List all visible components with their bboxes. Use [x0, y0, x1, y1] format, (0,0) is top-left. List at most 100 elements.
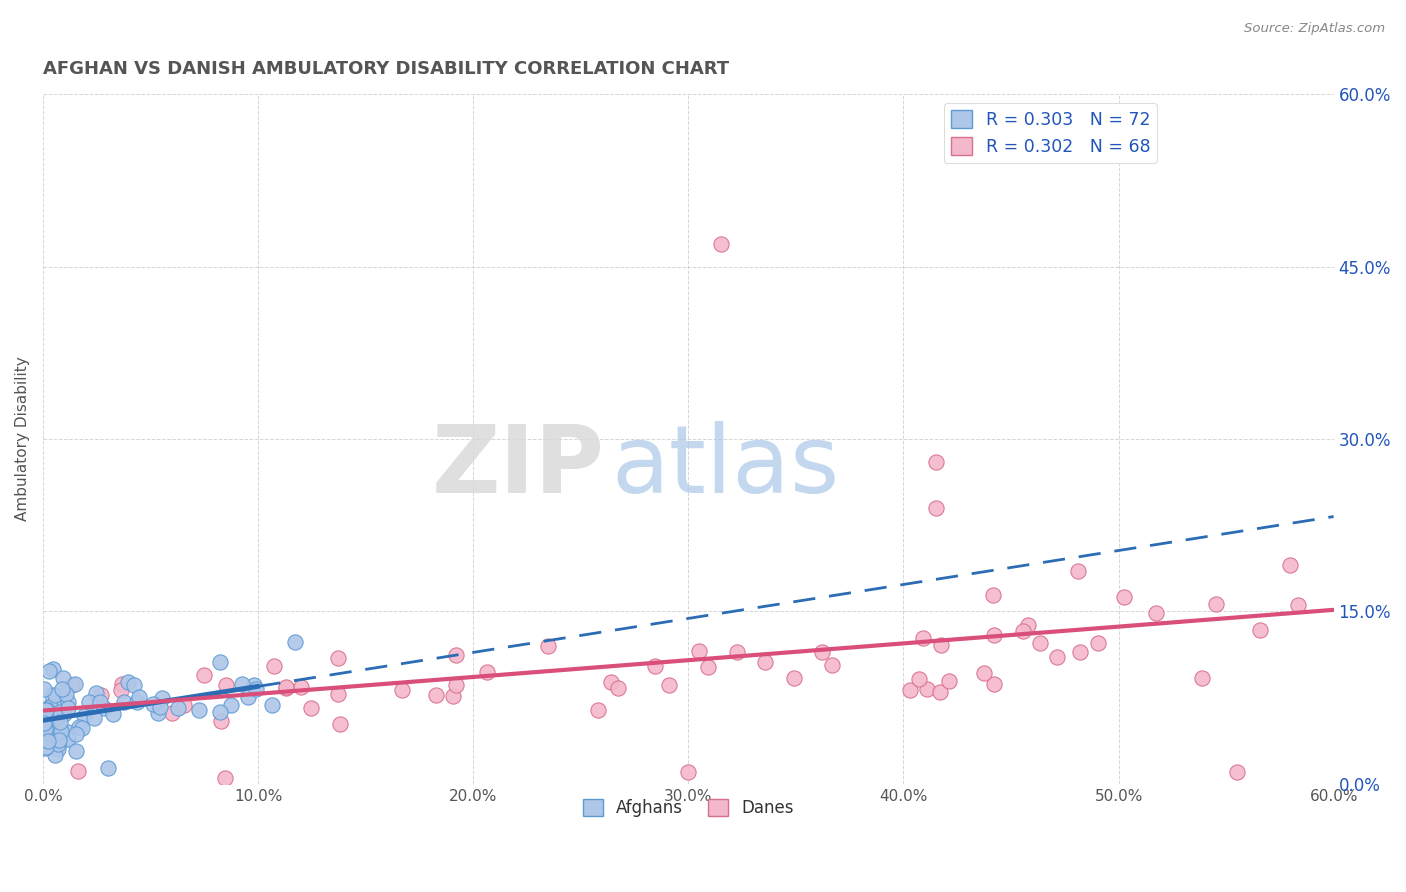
Point: [67, 721, 90, 735]
Point: [39, 708, 62, 723]
Point: [42, 662, 65, 676]
Point: [644, 659, 666, 673]
Point: [51, 682, 73, 697]
Point: [925, 501, 948, 516]
Point: [38, 664, 60, 678]
Point: [929, 685, 952, 699]
Point: [97, 761, 120, 775]
Point: [262, 698, 284, 712]
Point: [912, 632, 935, 646]
Point: [35, 730, 58, 744]
Point: [688, 644, 710, 658]
Point: [214, 771, 236, 785]
Point: [1249, 623, 1271, 637]
Point: [49, 724, 72, 739]
Point: [290, 680, 312, 694]
Point: [49, 715, 72, 730]
Point: [983, 628, 1005, 642]
Point: [84, 686, 107, 700]
Point: [326, 651, 349, 665]
Point: [208, 656, 231, 670]
Point: [173, 698, 195, 712]
Point: [56, 731, 79, 746]
Point: [329, 717, 352, 731]
Point: [1112, 590, 1135, 604]
Point: [39, 700, 62, 714]
Point: [37, 734, 59, 748]
Point: [710, 236, 733, 251]
Point: [1017, 617, 1039, 632]
Point: [70, 721, 93, 735]
Point: [63, 677, 86, 691]
Point: [908, 673, 931, 687]
Point: [38, 698, 60, 713]
Point: [49, 706, 72, 720]
Point: [55, 687, 77, 701]
Point: [276, 680, 298, 694]
Point: [35, 703, 58, 717]
Point: [1205, 598, 1227, 612]
Point: [983, 677, 1005, 691]
Point: [537, 640, 560, 654]
Text: Source: ZipAtlas.com: Source: ZipAtlas.com: [1244, 22, 1385, 36]
Y-axis label: Ambulatory Disability: Ambulatory Disability: [15, 357, 30, 522]
Point: [599, 674, 621, 689]
Text: AFGHAN VS DANISH AMBULATORY DISABILITY CORRELATION CHART: AFGHAN VS DANISH AMBULATORY DISABILITY C…: [44, 60, 730, 78]
Point: [725, 645, 748, 659]
Point: [166, 701, 188, 715]
Point: [607, 681, 630, 696]
Point: [34, 741, 56, 756]
Point: [44, 747, 66, 762]
Point: [209, 714, 232, 728]
Point: [697, 659, 720, 673]
Point: [60, 678, 83, 692]
Point: [110, 682, 132, 697]
Point: [263, 659, 285, 673]
Point: [219, 698, 242, 713]
Point: [150, 690, 173, 705]
Point: [821, 657, 844, 672]
Point: [48, 733, 70, 747]
Point: [231, 677, 253, 691]
Point: [1046, 649, 1069, 664]
Point: [32, 682, 55, 697]
Point: [122, 677, 145, 691]
Point: [187, 702, 209, 716]
Point: [44, 699, 66, 714]
Point: [35, 703, 58, 717]
Point: [162, 706, 184, 720]
Point: [1011, 624, 1033, 639]
Point: [37, 712, 59, 726]
Point: [1226, 765, 1249, 780]
Point: [586, 703, 609, 717]
Point: [245, 682, 267, 697]
Point: [326, 687, 349, 701]
Point: [243, 678, 266, 692]
Point: [925, 455, 948, 469]
Point: [1144, 606, 1167, 620]
Point: [299, 701, 322, 715]
Legend: Afghans, Danes: Afghans, Danes: [576, 792, 800, 823]
Point: [112, 696, 135, 710]
Point: [101, 706, 124, 721]
Point: [1087, 636, 1109, 650]
Point: [391, 682, 413, 697]
Point: [215, 678, 238, 692]
Point: [73, 709, 96, 723]
Point: [236, 690, 259, 704]
Point: [193, 668, 215, 682]
Point: [477, 665, 499, 680]
Point: [1066, 564, 1088, 578]
Text: atlas: atlas: [612, 421, 839, 513]
Point: [898, 683, 921, 698]
Point: [93, 701, 115, 715]
Point: [56, 695, 79, 709]
Point: [276, 681, 298, 696]
Point: [42, 720, 65, 734]
Point: [1286, 598, 1309, 612]
Point: [446, 678, 468, 692]
Point: [782, 671, 804, 685]
Point: [678, 765, 700, 780]
Point: [938, 673, 960, 688]
Point: [425, 689, 447, 703]
